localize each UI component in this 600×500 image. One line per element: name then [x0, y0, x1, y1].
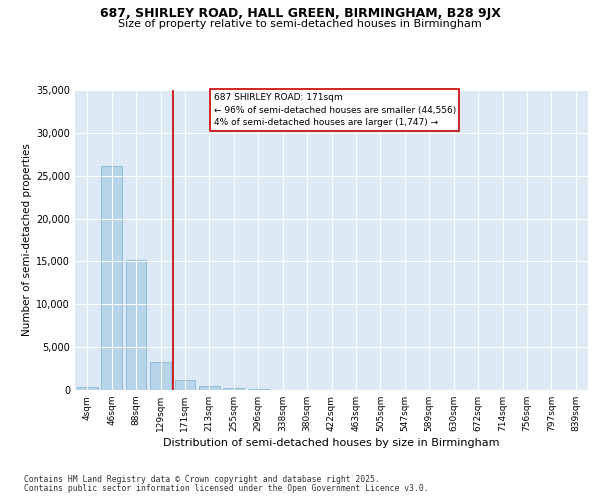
Bar	[125, 260, 146, 390]
Text: 687, SHIRLEY ROAD, HALL GREEN, BIRMINGHAM, B28 9JX: 687, SHIRLEY ROAD, HALL GREEN, BIRMINGHA…	[100, 8, 500, 20]
Bar	[175, 380, 196, 390]
Bar	[150, 362, 171, 390]
X-axis label: Distribution of semi-detached houses by size in Birmingham: Distribution of semi-detached houses by …	[163, 438, 500, 448]
Text: Contains public sector information licensed under the Open Government Licence v3: Contains public sector information licen…	[24, 484, 428, 493]
Text: Contains HM Land Registry data © Crown copyright and database right 2025.: Contains HM Land Registry data © Crown c…	[24, 475, 380, 484]
Bar	[248, 389, 269, 390]
Y-axis label: Number of semi-detached properties: Number of semi-detached properties	[22, 144, 32, 336]
Bar	[223, 388, 244, 390]
Bar	[101, 166, 122, 390]
Bar	[199, 386, 220, 390]
Bar	[77, 386, 98, 390]
Text: 687 SHIRLEY ROAD: 171sqm
← 96% of semi-detached houses are smaller (44,556)
4% o: 687 SHIRLEY ROAD: 171sqm ← 96% of semi-d…	[214, 93, 456, 127]
Text: Size of property relative to semi-detached houses in Birmingham: Size of property relative to semi-detach…	[118, 19, 482, 29]
